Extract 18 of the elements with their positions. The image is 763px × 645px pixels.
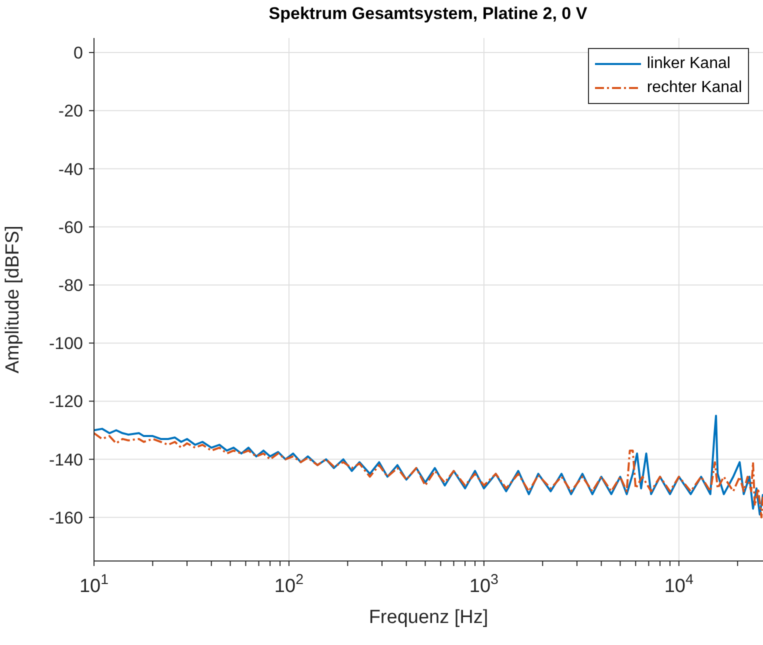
y-axis-title: Amplitude [dBFS] (2, 226, 24, 374)
legend-label: rechter Kanal (646, 78, 742, 98)
y-tick-label: 0 (74, 44, 83, 63)
y-tick-label: -140 (48, 450, 83, 470)
chart-title: Spektrum Gesamtsystem, Platine 2, 0 V (268, 4, 588, 24)
x-tick-label: 10$^{2}$ (274, 572, 304, 597)
legend-label: linker Kanal (646, 54, 730, 74)
y-tick-label: -80 (58, 276, 83, 295)
x-axis-title: Frequenz [Hz] (368, 607, 488, 628)
x-tick-label: 10$^{1}$ (79, 572, 109, 597)
x-tick-label: 10$^{4}$ (664, 572, 694, 597)
y-tick-label: -20 (58, 102, 83, 121)
y-tick-label: -160 (48, 508, 83, 528)
y-tick-label: -120 (48, 392, 83, 412)
y-tick-label: -40 (58, 160, 83, 179)
x-tick-label: 10$^{3}$ (469, 572, 499, 597)
y-tick-label: -100 (48, 334, 83, 354)
y-tick-label: -60 (58, 218, 83, 237)
